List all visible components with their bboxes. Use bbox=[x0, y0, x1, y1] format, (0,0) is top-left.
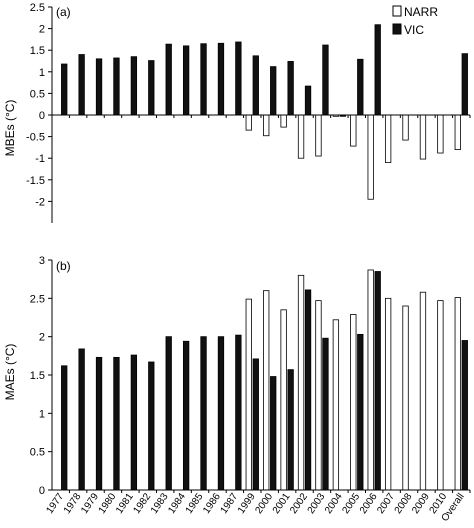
a-bar-narr-2003 bbox=[315, 114, 322, 157]
b-bar-vic-overall bbox=[461, 340, 468, 491]
a-y-tick-label: 2 bbox=[39, 24, 45, 36]
a-bar-vic-1978 bbox=[78, 54, 85, 116]
b-bar-vic-1982 bbox=[148, 361, 155, 491]
a-bar-vic-1999 bbox=[252, 55, 259, 116]
a-bar-vic-1987 bbox=[235, 41, 242, 116]
b-bar-narr-2004 bbox=[332, 319, 340, 491]
a-bar-narr-2005 bbox=[350, 114, 357, 147]
a-bar-vic-1981 bbox=[130, 56, 138, 116]
b-bar-narr-overall bbox=[454, 297, 461, 491]
a-bar-vic-1982 bbox=[148, 60, 155, 116]
b-bar-vic-2001 bbox=[287, 369, 294, 491]
panel-a-y-ticks: 2.5 2 1.5 1 0.5 0 -0.5 -1 -1.5 -2 bbox=[26, 2, 52, 208]
a-bar-vic-2000 bbox=[270, 66, 277, 116]
a-bar-vic-1977 bbox=[61, 63, 68, 116]
a-bar-narr-2007 bbox=[384, 114, 392, 163]
a-bar-narr-2009 bbox=[419, 114, 427, 160]
a-bar-vic-2001 bbox=[287, 61, 294, 116]
b-bar-vic-1979 bbox=[95, 356, 103, 491]
a-bar-narr-2000 bbox=[263, 114, 270, 137]
panel-b-label: (b) bbox=[56, 259, 71, 273]
a-bar-narr-2001 bbox=[280, 114, 287, 128]
b-bar-narr-2000 bbox=[263, 290, 270, 491]
a-bar-vic-2002 bbox=[304, 85, 312, 116]
b-bar-narr-2006 bbox=[367, 269, 374, 491]
a-y-tick-label: -1.5 bbox=[26, 175, 45, 187]
a-bar-vic-1983 bbox=[165, 43, 172, 116]
a-bar-vic-1985 bbox=[200, 43, 207, 116]
b-bar-vic-1978 bbox=[78, 348, 85, 491]
b-bar-vic-1986 bbox=[217, 336, 225, 491]
a-bar-narr-1999 bbox=[245, 114, 252, 131]
a-bar-narr-2002 bbox=[297, 114, 305, 159]
b-bar-narr-2001 bbox=[280, 309, 287, 491]
a-bar-vic-2005 bbox=[357, 58, 364, 116]
panel-a-label: (a) bbox=[56, 5, 71, 19]
legend-label-narr: NARR bbox=[404, 5, 438, 19]
b-y-tick-label: 2 bbox=[39, 332, 45, 344]
b-bar-narr-2008 bbox=[402, 305, 409, 491]
b-bar-narr-2007 bbox=[384, 297, 392, 491]
legend: NARR VIC bbox=[392, 5, 438, 37]
b-y-tick-label: 2.5 bbox=[30, 293, 45, 305]
b-bar-vic-1984 bbox=[182, 340, 190, 491]
b-bar-vic-1977 bbox=[61, 365, 68, 491]
panel-a-y-axis-title: MBEs (°C) bbox=[3, 100, 17, 157]
panel-b-y-axis-title: MAEs (°C) bbox=[3, 344, 17, 401]
b-bar-vic-1999 bbox=[252, 358, 259, 491]
b-y-tick-label: 0 bbox=[39, 485, 45, 497]
a-y-tick-label: -0.5 bbox=[26, 132, 45, 144]
b-bar-vic-1987 bbox=[235, 334, 242, 491]
b-bar-narr-2009 bbox=[419, 291, 427, 491]
a-y-tick-label: 0 bbox=[39, 110, 45, 122]
a-bar-vic-1980 bbox=[113, 57, 120, 116]
a-y-tick-label: 0.5 bbox=[30, 88, 45, 100]
b-bar-vic-1980 bbox=[113, 356, 120, 491]
b-bar-vic-2003 bbox=[322, 337, 329, 491]
b-bar-vic-1981 bbox=[130, 354, 138, 491]
b-y-tick-label: 1 bbox=[39, 408, 45, 420]
a-y-tick-label: -1 bbox=[35, 153, 45, 165]
a-bar-vic-1984 bbox=[182, 45, 190, 116]
b-y-tick-label: 1.5 bbox=[30, 370, 45, 382]
b-bar-vic-2006 bbox=[374, 271, 381, 491]
a-bar-narr-overall bbox=[454, 114, 461, 150]
b-y-tick-label: 0.5 bbox=[30, 447, 45, 459]
panel-a-mbe-chart: (a) MBEs (°C) 2.5 2 1.5 1 0.5 0 -0.5 -1 -1.5 -2 N… bbox=[3, 2, 471, 223]
a-bar-vic-2003 bbox=[322, 44, 329, 116]
b-bar-narr-2002 bbox=[297, 274, 305, 491]
panel-b-y-ticks: 3 2.5 2 1.5 1 0.5 0 bbox=[30, 255, 52, 497]
a-bar-narr-2008 bbox=[402, 114, 409, 141]
a-y-tick-label: 1 bbox=[39, 67, 45, 79]
legend-label-vic: VIC bbox=[404, 23, 424, 37]
b-bar-narr-2010 bbox=[437, 300, 444, 491]
legend-swatch-narr bbox=[392, 5, 402, 17]
panel-a-bars bbox=[61, 24, 471, 200]
b-bar-vic-2002 bbox=[304, 289, 312, 491]
a-bar-vic-overall bbox=[461, 53, 468, 116]
legend-swatch-vic bbox=[392, 23, 402, 35]
b-bar-narr-2005 bbox=[350, 314, 357, 491]
b-y-tick-label: 3 bbox=[39, 255, 45, 267]
a-bar-narr-2006 bbox=[367, 114, 374, 200]
a-y-tick-label: 2.5 bbox=[30, 2, 45, 14]
b-bar-narr-1999 bbox=[245, 298, 252, 491]
panel-b-mae-chart: (b) MAEs (°C) 32.521.510.50 197719781979… bbox=[3, 255, 471, 524]
a-bar-vic-2006 bbox=[374, 24, 381, 116]
a-bar-vic-1986 bbox=[217, 42, 225, 116]
b-bar-vic-2000 bbox=[270, 376, 277, 491]
b-bar-narr-2003 bbox=[315, 300, 322, 491]
a-bar-vic-1979 bbox=[95, 58, 103, 116]
b-bar-vic-2005 bbox=[357, 333, 364, 491]
a-y-tick-label: -2 bbox=[35, 196, 45, 208]
b-bar-vic-1983 bbox=[165, 336, 172, 491]
b-bar-vic-1985 bbox=[200, 336, 207, 491]
a-y-tick-label: 1.5 bbox=[30, 45, 45, 57]
a-bar-narr-2010 bbox=[437, 114, 444, 154]
